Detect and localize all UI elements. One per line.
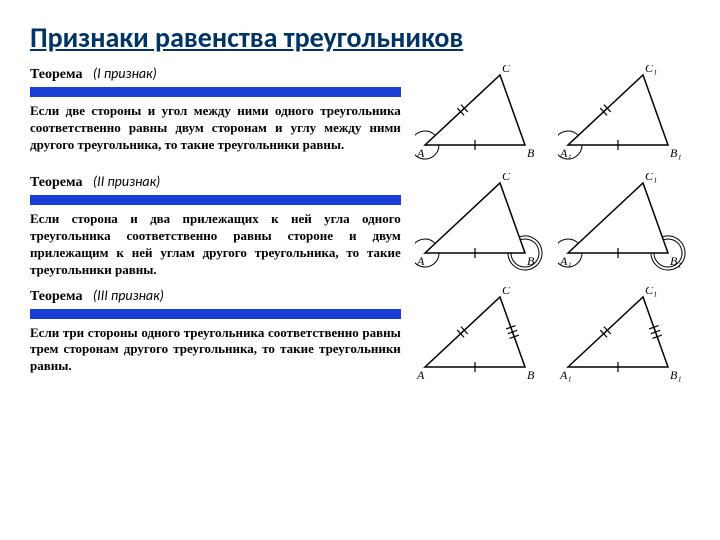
theorem-body: Если сторона и два прилежащих к ней угла… xyxy=(30,211,401,279)
triangle-figure: A₁ B₁ C₁ xyxy=(558,287,688,387)
triangle-figure: A₁ B₁ C₁ xyxy=(558,65,688,165)
svg-text:C: C xyxy=(502,287,511,297)
svg-text:C₁: C₁ xyxy=(645,65,657,75)
criterion-label: (II признак) xyxy=(93,173,160,190)
theorem-body: Если две стороны и угол между ними одног… xyxy=(30,103,401,154)
theorem-label: Теорема xyxy=(30,289,82,304)
svg-text:B: B xyxy=(527,146,535,160)
svg-text:C: C xyxy=(502,65,511,75)
svg-text:C₁: C₁ xyxy=(645,287,657,297)
theorem-body: Если три стороны одного треугольника соо… xyxy=(30,325,401,376)
svg-text:A: A xyxy=(416,368,425,382)
svg-text:B₁: B₁ xyxy=(670,254,682,268)
svg-text:B: B xyxy=(527,368,535,382)
figure-column: A B C A₁ B₁ C₁ xyxy=(413,65,690,165)
separator-bar xyxy=(30,87,401,97)
svg-text:B: B xyxy=(527,254,535,268)
theorem-label: Теорема xyxy=(30,175,82,190)
criterion-label: (III признак) xyxy=(93,287,164,304)
svg-text:A: A xyxy=(416,254,425,268)
triangle-figure: A₁ B₁ C₁ xyxy=(558,173,688,273)
svg-text:C: C xyxy=(502,173,511,183)
theorem-label: Теорема xyxy=(30,67,82,82)
svg-text:A: A xyxy=(416,146,425,160)
criterion-label: (I признак) xyxy=(93,65,157,82)
triangle-figure: A B C xyxy=(415,65,545,165)
theorem-block: Теорема (I признак) Если две стороны и у… xyxy=(30,65,690,165)
triangle-figure: A B C xyxy=(415,287,545,387)
theorem-block: Теорема (III признак) Если три стороны о… xyxy=(30,287,690,387)
svg-text:A₁: A₁ xyxy=(559,146,572,160)
svg-text:A₁: A₁ xyxy=(559,368,572,382)
svg-text:B₁: B₁ xyxy=(670,368,682,382)
svg-text:B₁: B₁ xyxy=(670,146,682,160)
page-title: Признаки равенства треугольников xyxy=(30,20,690,55)
svg-text:C₁: C₁ xyxy=(645,173,657,183)
separator-bar xyxy=(30,195,401,205)
figure-column: A B C A₁ B₁ C₁ xyxy=(413,287,690,387)
triangle-figure: A B C xyxy=(415,173,545,273)
figure-column: A B C A₁ B₁ C₁ xyxy=(413,173,690,273)
theorem-block: Теорема (II признак) Если сторона и два … xyxy=(30,173,690,279)
separator-bar xyxy=(30,309,401,319)
svg-text:A₁: A₁ xyxy=(559,254,572,268)
